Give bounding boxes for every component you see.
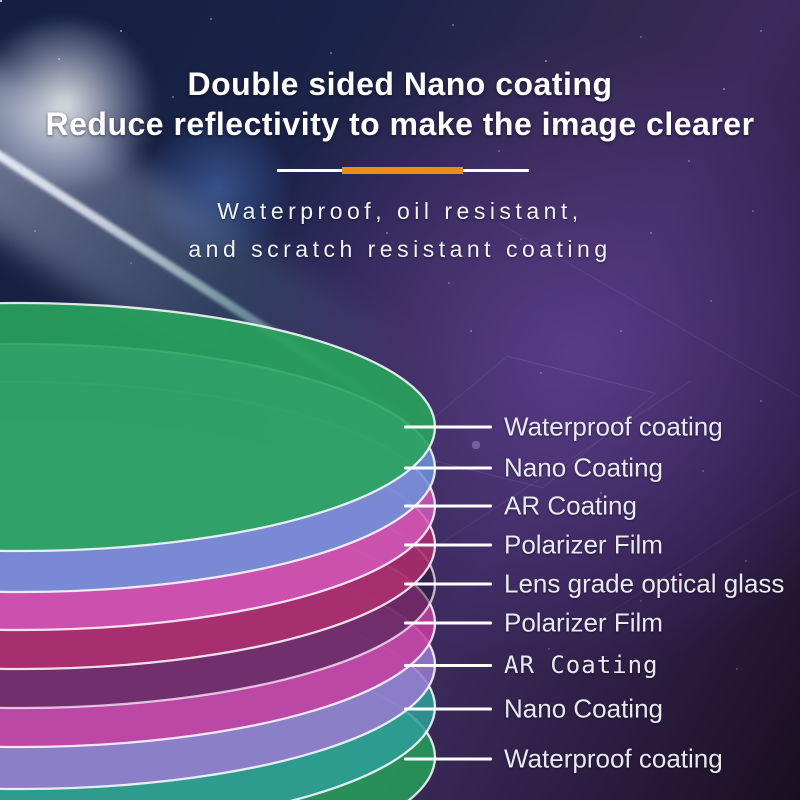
- leader-line: [404, 466, 492, 470]
- layer-label: Lens grade optical glass: [504, 568, 785, 599]
- callout-nano-top: Nano Coating: [404, 453, 663, 484]
- callout-polarizer-top: Polarizer Film: [404, 530, 663, 561]
- callout-ar-bottom: AR Coating: [404, 651, 659, 679]
- subtitle-line-2: and scratch resistant coating: [188, 236, 612, 262]
- leader-line: [404, 543, 492, 547]
- layer-label: Polarizer Film: [504, 607, 663, 638]
- page-title-line-1: Double sided Nano coating: [187, 66, 613, 102]
- callout-ar-top: AR Coating: [404, 491, 637, 522]
- layer-label: AR Coating: [504, 651, 659, 679]
- leader-line: [404, 663, 492, 667]
- callout-waterproof-bottom: Waterproof coating: [404, 744, 723, 775]
- layer-label: Waterproof coating: [504, 411, 723, 442]
- callout-optical-glass: Lens grade optical glass: [404, 569, 784, 600]
- lens-flare-glow: [0, 20, 160, 190]
- divider-accent-bar: [342, 167, 463, 174]
- layer-label: Nano Coating: [504, 693, 663, 724]
- subtitle-block: Waterproof, oil resistant, and scratch r…: [0, 192, 800, 268]
- leader-line: [404, 582, 492, 586]
- subtitle-line-1: Waterproof, oil resistant,: [217, 198, 583, 224]
- leader-line: [404, 757, 492, 761]
- leader-line: [404, 504, 492, 508]
- layer-label: Polarizer Film: [504, 529, 663, 560]
- leader-line: [404, 707, 492, 711]
- leader-line: [404, 621, 492, 625]
- layer-label: Nano Coating: [504, 452, 663, 483]
- callout-nano-bottom: Nano Coating: [404, 694, 663, 725]
- leader-line: [404, 425, 492, 429]
- title-block: Double sided Nano coating Reduce reflect…: [0, 64, 800, 144]
- callout-waterproof-top: Waterproof coating: [404, 412, 723, 443]
- page-title-line-2: Reduce reflectivity to make the image cl…: [45, 106, 755, 142]
- layer-label: Waterproof coating: [504, 743, 723, 774]
- title-divider: [277, 167, 529, 174]
- callout-polarizer-bottom: Polarizer Film: [404, 608, 663, 639]
- layer-label: AR Coating: [504, 490, 637, 521]
